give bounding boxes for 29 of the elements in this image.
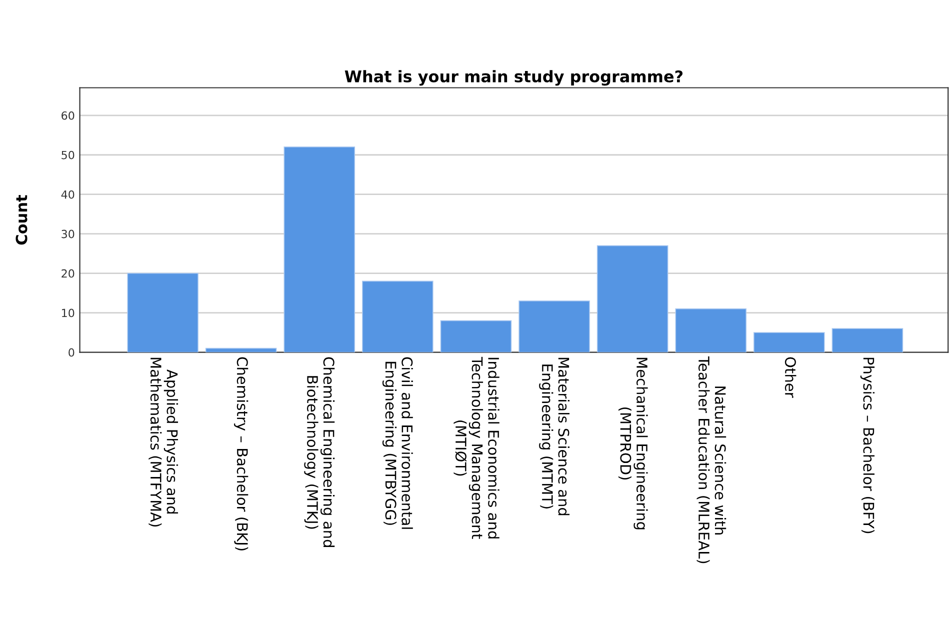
x-tick-label: Chemical Engineering and Biotechnology (MTKJ) bbox=[304, 357, 335, 547]
x-tick-label: Natural Science with Teacher Education (MLREAL) bbox=[696, 356, 726, 564]
y-tick-label: 10 bbox=[62, 308, 74, 318]
x-tick-label: Materials Science and Engineering (MTMT) bbox=[539, 358, 570, 516]
bar bbox=[205, 348, 277, 352]
y-tick-label: 0 bbox=[68, 348, 74, 357]
y-tick-label: 20 bbox=[62, 269, 74, 278]
bar bbox=[675, 308, 747, 352]
x-tick-label: Civil and Environmental Engineering (MTBYGG) bbox=[382, 357, 413, 529]
y-axis-title: Count bbox=[16, 194, 28, 245]
bar bbox=[832, 328, 904, 352]
y-tick-label: 40 bbox=[61, 190, 74, 199]
bar bbox=[440, 320, 512, 352]
x-tick-label: Industrial Economics and Technology Management (MTIØT) bbox=[454, 356, 500, 539]
bar bbox=[284, 146, 356, 352]
bar bbox=[518, 300, 590, 352]
x-tick-label: Applied Physics and Mathematics (MTFYMA) bbox=[148, 358, 178, 527]
x-tick-label: Other bbox=[784, 357, 796, 398]
bar bbox=[754, 332, 825, 352]
x-tick-label: Physics – Bachelor (BFY) bbox=[860, 358, 875, 534]
bar bbox=[127, 272, 198, 352]
y-tick-label: 60 bbox=[62, 111, 74, 120]
y-tick-label: 30 bbox=[62, 230, 74, 238]
bar bbox=[596, 245, 668, 352]
chart-title: What is your main study programme? bbox=[344, 70, 683, 86]
x-tick-label: Mechanical Engineering (MTPROD) bbox=[618, 358, 648, 530]
y-tick-label: 50 bbox=[62, 150, 74, 160]
x-tick-label: Chemistry – Bachelor (BKJ) bbox=[234, 357, 248, 550]
bar bbox=[362, 280, 434, 352]
